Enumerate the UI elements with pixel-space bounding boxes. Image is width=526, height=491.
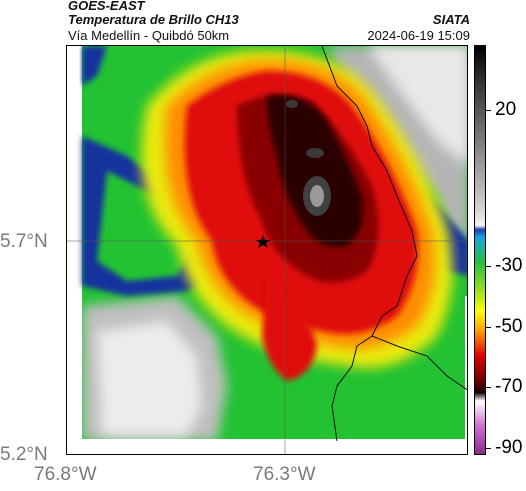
timestamp: 2024-06-19 15:09 [367,28,470,43]
no-data-strip [67,439,467,454]
colorbar-tick-20 [486,110,491,111]
boundary-line-1 [321,46,418,442]
colorbar-label-m30: -30 [495,255,523,276]
colorbar-tick-m90 [486,448,491,449]
overshooting-top-3 [286,100,298,108]
star-icon [256,235,270,248]
colorbar-label-m90: -90 [495,437,523,458]
colorbar-tick-m30 [486,266,491,267]
colorbar-label-m70: -70 [495,376,523,397]
colorbar-tick-m50 [486,327,491,328]
cold-band-nw [82,46,107,86]
satellite-map[interactable] [66,45,468,455]
no-data-left [67,46,82,454]
brightness-temperature-field [67,46,467,454]
organization-label: SIATA [432,12,470,27]
overshooting-top-1-core [310,185,324,207]
cold-core [267,95,363,248]
clear-sky-core-sw [97,321,202,436]
lat-tick-1: 5.7°N [0,231,48,252]
lon-tick-2: 76.3°W [253,464,316,485]
colorbar-tick-m70 [486,387,491,388]
boundary-line-2 [371,335,467,391]
red-tongue-south [262,276,317,381]
colorbar [474,45,486,455]
colorbar-label-m50: -50 [495,316,523,337]
green-patch-west [97,171,197,281]
lat-tick-2: 5.2°N [0,444,48,465]
overshooting-top-2 [306,148,324,158]
product-title: Temperatura de Brillo CH13 [68,12,239,27]
satellite-source: GOES-EAST [68,0,145,13]
region-label: Vía Medellín - Quibdó 50km [68,28,230,43]
clear-sky-core-ne [367,46,467,165]
colorbar-label-20: 20 [495,99,517,120]
lon-tick-1: 76.8°W [34,464,97,485]
no-data-right [465,296,467,454]
